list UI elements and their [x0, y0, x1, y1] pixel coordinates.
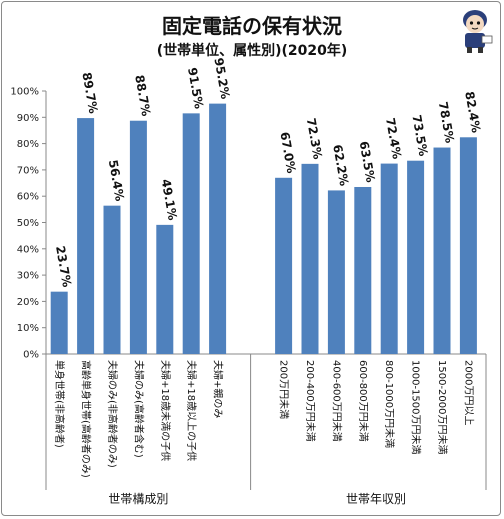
bar [327, 190, 345, 354]
category-label: 600-800万円未満 [357, 360, 369, 442]
bar [433, 147, 451, 354]
chart-title: 固定電話の保有状況 [162, 14, 342, 38]
category-label: 1500-2000万円未満 [436, 360, 448, 455]
y-tick-label: 50% [17, 218, 39, 229]
bar [301, 163, 319, 354]
y-tick-label: 90% [17, 113, 39, 124]
bar [209, 103, 227, 355]
bar [156, 224, 174, 354]
y-tick-label: 0% [23, 350, 39, 361]
y-tick-label: 10% [17, 323, 39, 334]
data-label: 63.5% [357, 140, 378, 183]
bar [77, 118, 95, 355]
y-tick-label: 80% [17, 139, 39, 150]
bar [103, 205, 121, 354]
data-label: 88.7% [132, 74, 153, 117]
category-label: 800-1000万円未満 [383, 360, 395, 448]
chart-subtitle: (世帯単位、属性別)(2020年) [156, 43, 348, 59]
y-tick-label: 30% [17, 271, 39, 282]
category-label: 400-600万円未満 [330, 360, 342, 442]
y-tick-label: 40% [17, 244, 39, 255]
category-label: 単身世帯(非高齢者) [53, 360, 66, 448]
bar [407, 160, 425, 354]
y-tick-label: 100% [10, 87, 39, 98]
group-labels: 世帯構成別 世帯年収別 [108, 492, 406, 506]
category-label: 1000-1500万円未満 [410, 360, 422, 455]
data-label: 62.2% [330, 143, 351, 186]
data-label: 23.7% [53, 245, 74, 288]
data-label: 72.4% [383, 117, 404, 160]
data-label: 95.2% [211, 57, 232, 100]
category-label: 夫婦+18歳未満の子供 [159, 360, 172, 461]
category-label: 200万円未満 [278, 360, 290, 419]
bar [129, 120, 147, 355]
bar [50, 291, 68, 354]
data-label: 73.5% [409, 114, 430, 157]
category-label: 2000万円以上 [462, 360, 474, 425]
category-label: 夫婦+18歳以上の子供 [185, 360, 198, 461]
mascot-icon [463, 10, 493, 53]
category-label: 200-400万円未満 [304, 360, 316, 442]
category-label: 高齢単身世帯(高齢者のみ) [80, 360, 93, 478]
category-label: 夫婦+親のみ [212, 360, 225, 418]
bar [182, 113, 200, 354]
group-label: 世帯構成別 [108, 492, 168, 506]
category-label: 夫婦のみ(高齢者含む) [132, 360, 145, 458]
category-label: 夫婦のみ(非高齢者のみ) [106, 360, 119, 468]
bar [459, 137, 477, 354]
y-tick-label: 60% [17, 192, 39, 203]
data-label: 72.3% [304, 117, 325, 160]
category-labels: 単身世帯(非高齢者) 高齢単身世帯(高齢者のみ) 夫婦のみ(非高齢者のみ) 夫婦のみ(… [53, 360, 474, 478]
data-label: 67.0% [277, 131, 298, 174]
data-label: 89.7% [79, 71, 100, 114]
data-label: 49.1% [159, 178, 180, 221]
y-tick-label: 70% [17, 165, 39, 176]
bars [50, 103, 477, 355]
data-label: 91.5% [185, 66, 206, 109]
bar [275, 177, 293, 354]
bar [380, 163, 398, 354]
data-label: 56.4% [106, 159, 127, 202]
data-label: 82.4% [462, 90, 483, 133]
bar [354, 186, 372, 354]
group-label: 世帯年収別 [346, 492, 406, 506]
y-tick-label: 20% [17, 297, 39, 308]
data-label: 78.5% [436, 101, 457, 144]
